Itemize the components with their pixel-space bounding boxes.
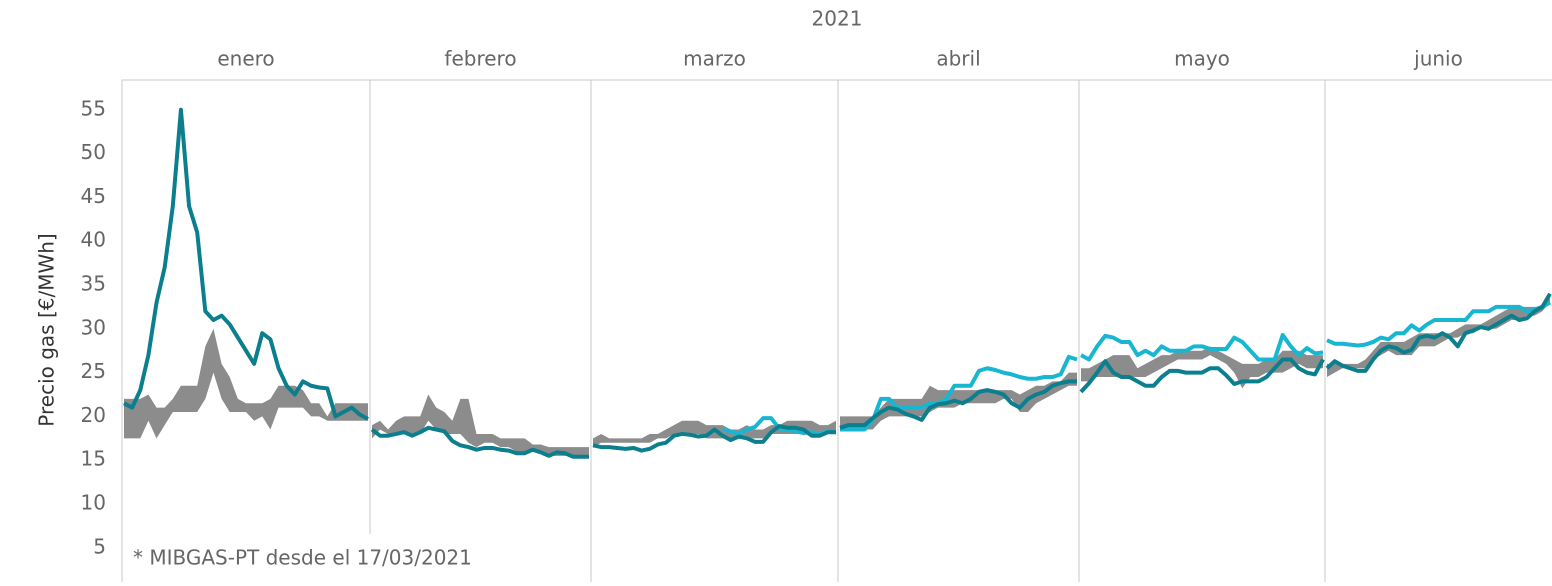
- price-line: [1325, 292, 1552, 373]
- month-label: enero: [217, 47, 274, 71]
- y-tick-label: 5: [93, 534, 106, 558]
- month-label: febrero: [444, 47, 516, 71]
- y-tick-label: 20: [81, 403, 106, 427]
- y-tick-label: 50: [81, 140, 106, 164]
- price-line: [123, 107, 369, 421]
- range-band: [372, 394, 589, 456]
- price-line: [1326, 300, 1551, 348]
- y-tick-label: 45: [81, 184, 106, 208]
- range-band: [124, 328, 368, 439]
- price-line: [592, 424, 836, 453]
- month-label: junio: [1413, 47, 1463, 71]
- month-label: mayo: [1174, 47, 1230, 71]
- annotation: * MIBGAS-PT desde el 17/03/2021: [133, 546, 472, 570]
- price-line: [839, 379, 1077, 430]
- price-line: [370, 425, 589, 459]
- range-band: [1081, 346, 1323, 389]
- y-tick-label: 10: [81, 491, 106, 515]
- price-line: [722, 416, 836, 436]
- y-tick-label: 55: [81, 96, 106, 120]
- y-tick-label: 35: [81, 272, 106, 296]
- plot-area: [123, 107, 1552, 459]
- month-label: abril: [936, 47, 980, 71]
- price-line: [1079, 357, 1325, 394]
- y-axis-label: Precio gas [€/MWh]: [35, 233, 59, 426]
- y-tick-label: 25: [81, 359, 106, 383]
- price-line: [840, 354, 1078, 432]
- price-line: [1080, 332, 1324, 362]
- y-tick-label: 15: [81, 447, 106, 471]
- chart-title: 2021: [812, 7, 863, 31]
- y-tick-label: 30: [81, 315, 106, 339]
- month-label: marzo: [683, 47, 746, 71]
- y-tick-label: 40: [81, 228, 106, 252]
